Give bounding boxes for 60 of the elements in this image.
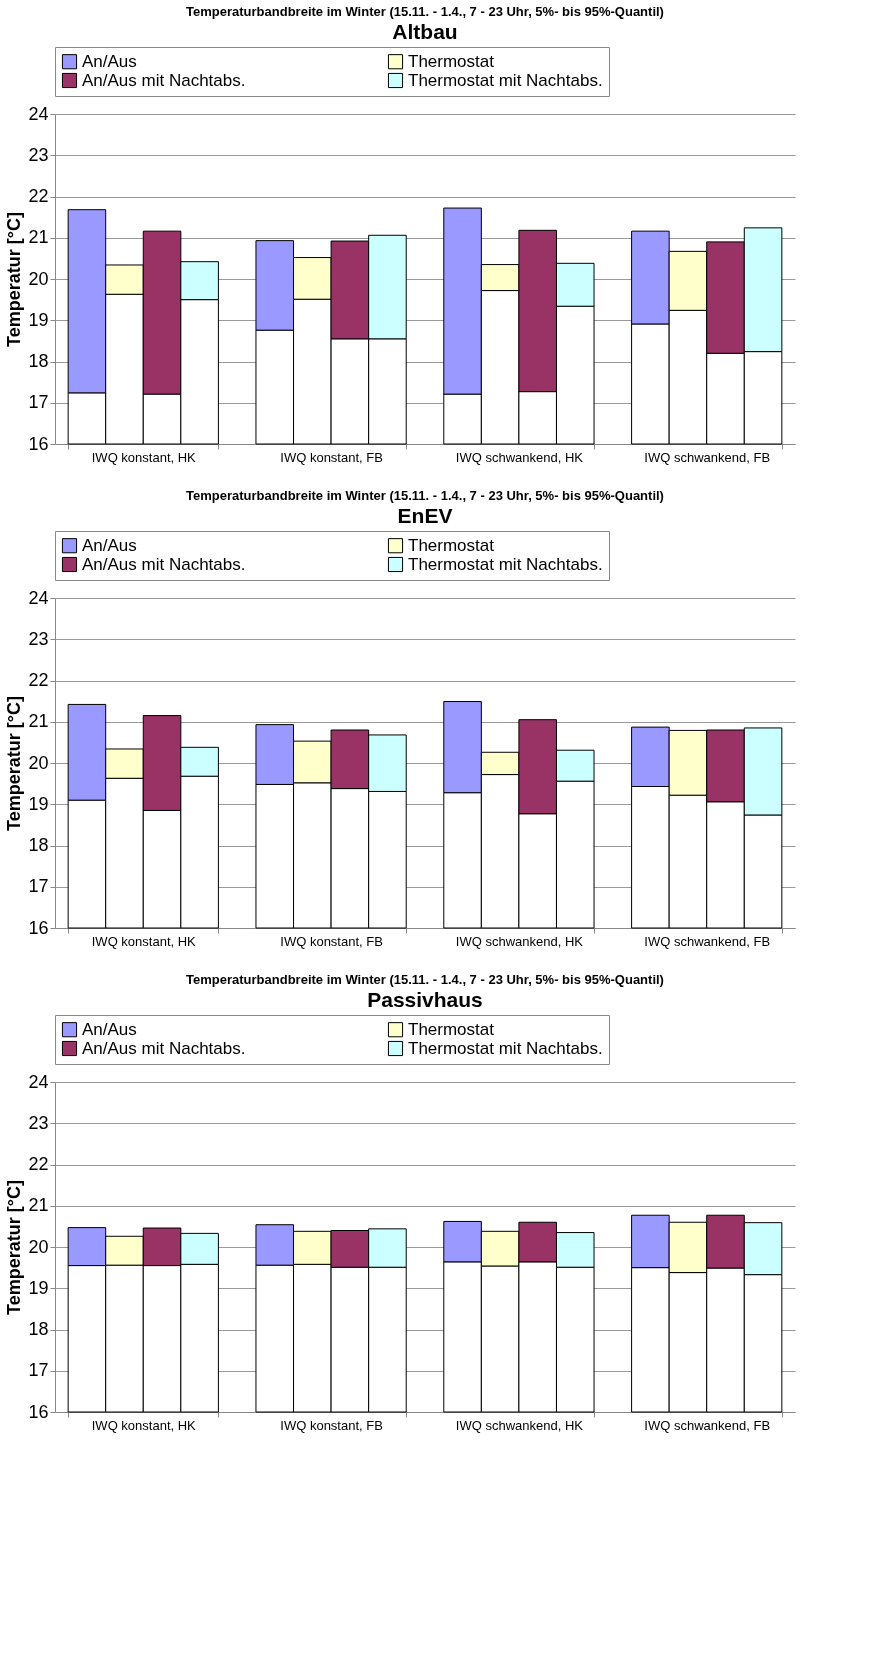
y-tick-label: 18 <box>28 835 49 855</box>
y-tick-label: 19 <box>28 1277 49 1298</box>
y-tick-label: 22 <box>28 186 49 206</box>
y-tick-label: 16 <box>28 1401 49 1422</box>
y-axis-title: Temperatur [°C] <box>4 1180 25 1315</box>
y-tick-label: 20 <box>28 268 49 289</box>
y-tick-label: 23 <box>28 1112 49 1133</box>
x-tick-label: IWQ schwankend, FB <box>644 933 771 949</box>
x-tick-label: IWQ konstant, FB <box>280 449 383 465</box>
y-axis-title: Temperatur [°C] <box>4 696 25 831</box>
y-tick-label: 21 <box>28 711 49 732</box>
y-tick-label: 19 <box>28 793 49 814</box>
y-tick-label: 19 <box>28 309 49 330</box>
legend-label: Thermostat <box>408 51 495 71</box>
x-tick-label: IWQ konstant, FB <box>280 1417 383 1433</box>
y-tick-label: 17 <box>28 876 49 897</box>
legend-label: Thermostat <box>408 1019 495 1039</box>
y-tick-label: 24 <box>28 103 49 124</box>
legend-label: Thermostat mit Nachtabs. <box>408 1038 603 1058</box>
y-axis-title: Temperatur [°C] <box>4 212 25 347</box>
y-tick-label: 17 <box>28 1360 49 1381</box>
legend-label: An/Aus <box>82 51 137 71</box>
y-tick-label: 23 <box>28 144 49 165</box>
y-tick-label: 24 <box>28 1071 49 1092</box>
x-tick-label: IWQ schwankend, HK <box>455 1417 584 1433</box>
x-tick-label: IWQ schwankend, FB <box>644 1417 771 1433</box>
legend-label: An/Aus mit Nachtabs. <box>82 554 246 574</box>
x-tick-label: IWQ konstant, HK <box>91 933 197 949</box>
legend-label: Thermostat <box>408 535 495 555</box>
legend-label: An/Aus <box>82 1019 137 1039</box>
y-tick-label: 23 <box>28 628 49 649</box>
x-tick-label: IWQ konstant, FB <box>280 933 383 949</box>
y-tick-label: 20 <box>28 752 49 773</box>
chart-title: Temperaturbandbreite im Winter (15.11. - 1.4., 7 - 23 Uhr, 5%- bis 95%-Quantil) <box>186 971 664 987</box>
x-tick-label: IWQ schwankend, HK <box>455 449 584 465</box>
x-tick-label: IWQ konstant, HK <box>91 449 197 465</box>
y-tick-label: 21 <box>28 227 49 248</box>
legend-label: An/Aus mit Nachtabs. <box>82 1038 246 1058</box>
y-tick-label: 22 <box>28 1154 49 1174</box>
y-tick-label: 21 <box>28 1195 49 1216</box>
chart-subtitle: Altbau <box>392 19 458 43</box>
y-tick-label: 18 <box>28 351 49 371</box>
y-tick-label: 18 <box>28 1319 49 1339</box>
legend-label: An/Aus mit Nachtabs. <box>82 70 246 90</box>
chart-subtitle: EnEV <box>397 503 453 527</box>
y-tick-label: 16 <box>28 433 49 454</box>
y-tick-label: 20 <box>28 1236 49 1257</box>
legend-label: An/Aus <box>82 535 137 555</box>
y-tick-label: 16 <box>28 917 49 938</box>
x-tick-label: IWQ schwankend, FB <box>644 449 771 465</box>
chart-title: Temperaturbandbreite im Winter (15.11. - 1.4., 7 - 23 Uhr, 5%- bis 95%-Quantil) <box>186 3 664 19</box>
x-tick-label: IWQ konstant, HK <box>91 1417 197 1433</box>
legend-label: Thermostat mit Nachtabs. <box>408 70 603 90</box>
legend-label: Thermostat mit Nachtabs. <box>408 554 603 574</box>
y-tick-label: 17 <box>28 392 49 413</box>
chart-subtitle: Passivhaus <box>367 987 483 1011</box>
chart-title: Temperaturbandbreite im Winter (15.11. - 1.4., 7 - 23 Uhr, 5%- bis 95%-Quantil) <box>186 487 664 503</box>
y-tick-label: 24 <box>28 587 49 608</box>
x-tick-label: IWQ schwankend, HK <box>455 933 584 949</box>
y-tick-label: 22 <box>28 670 49 690</box>
